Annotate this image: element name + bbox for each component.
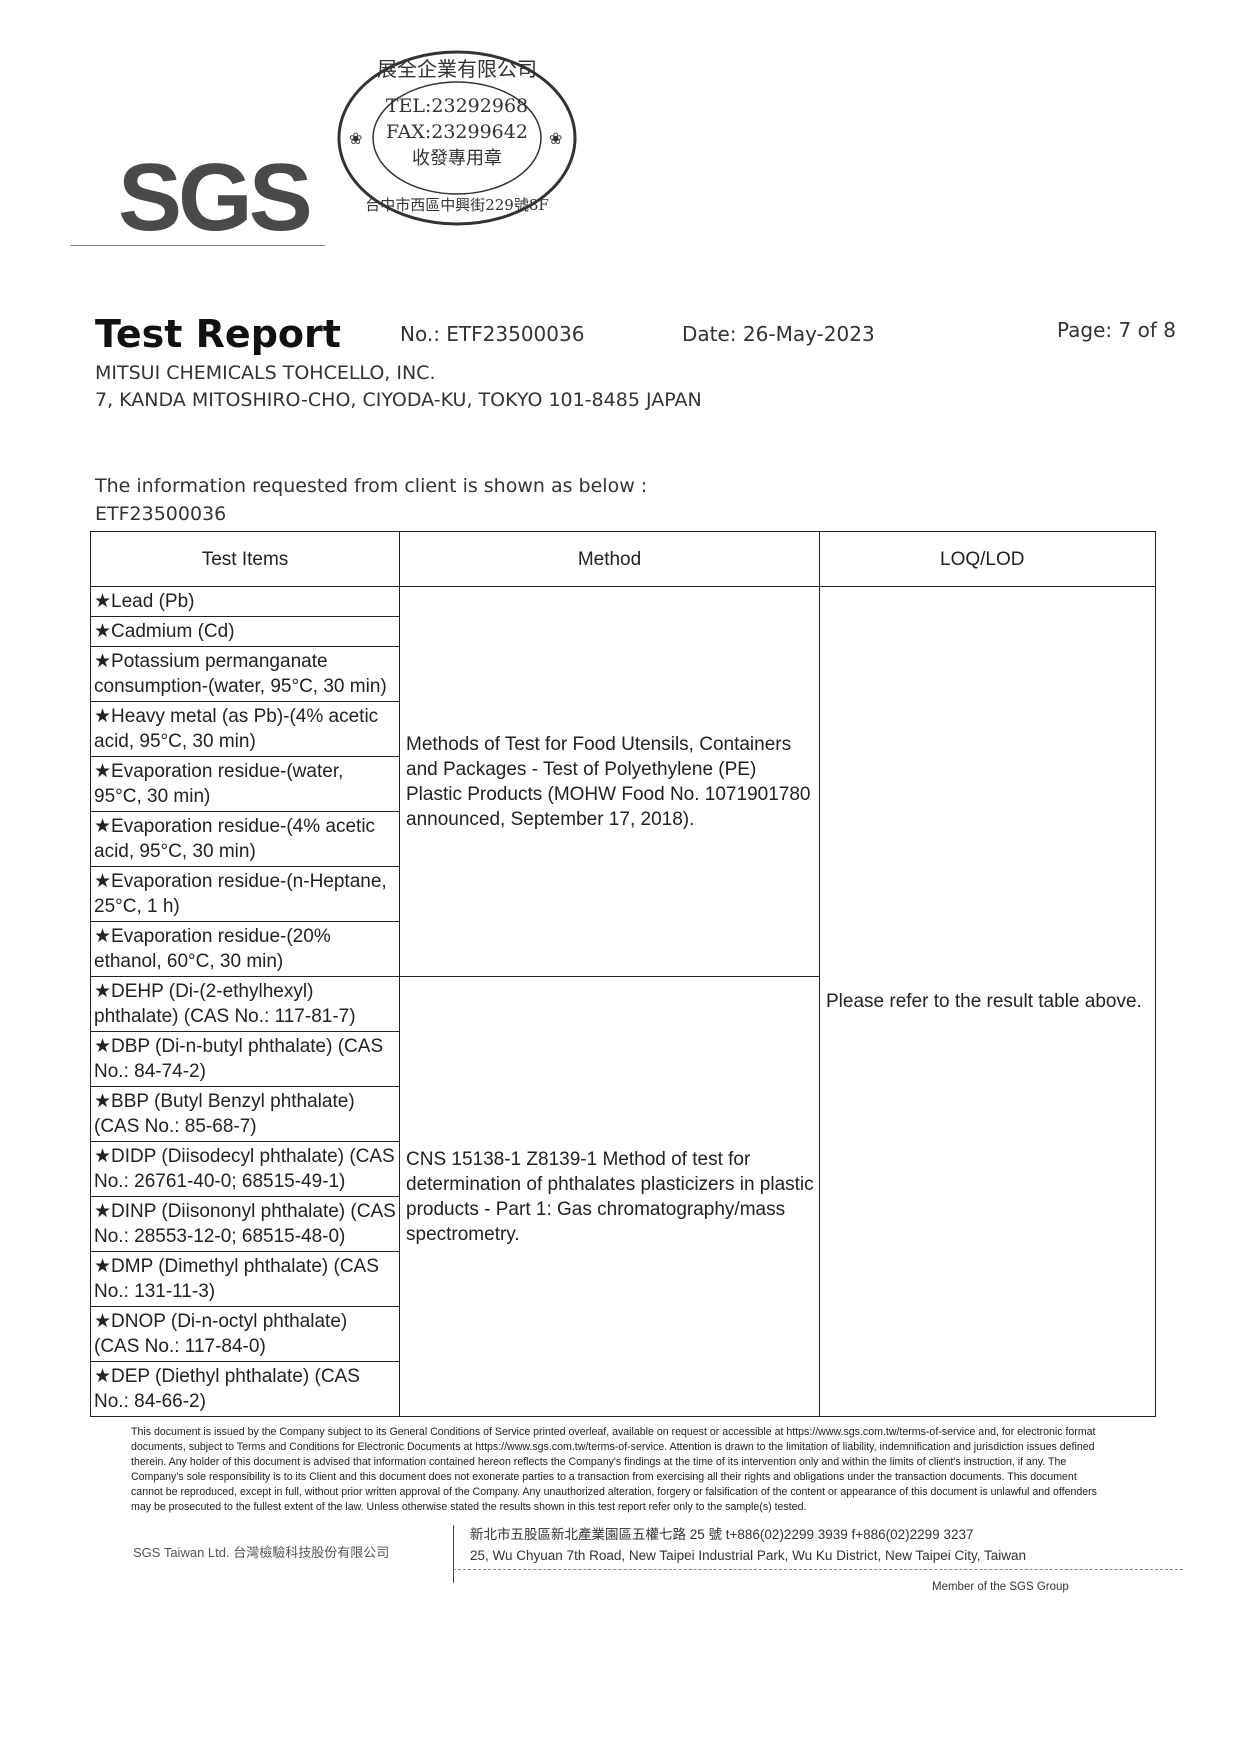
company-stamp: 展全企業有限公司 TEL:23292968 FAX:23299642 收發專用章…: [337, 50, 577, 226]
test-item: ★DMP (Dimethyl phthalate) (CAS No.: 131-…: [90, 1251, 400, 1307]
disclaimer-text: This document is issued by the Company s…: [131, 1426, 787, 1438]
test-item: ★Evaporation residue-(20% ethanol, 60°C,…: [90, 921, 400, 977]
loq-lod-cell: Please refer to the result table above.: [819, 586, 1156, 1417]
footer-address-en: 25, Wu Chyuan 7th Road, New Taipei Indus…: [470, 1548, 1027, 1563]
page-number: Page: 7 of 8: [1057, 318, 1176, 342]
test-item: ★DINP (Diisononyl phthalate) (CAS No.: 2…: [90, 1196, 400, 1252]
terms-link[interactable]: https://www.sgs.com.tw/terms-of-service: [786, 1426, 976, 1438]
test-item: ★Evaporation residue-(n-Heptane, 25°C, 1…: [90, 866, 400, 922]
intro-ref: ETF23500036: [95, 503, 227, 525]
sgs-member: Member of the SGS Group: [932, 1581, 1069, 1593]
header-method: Method: [399, 531, 820, 587]
flower-icon: ❀: [549, 131, 562, 148]
body-flow: Test Items Method LOQ/LOD ★Lead (Pb) Met…: [90, 531, 1183, 1625]
stamp-tel: TEL:23292968: [386, 95, 528, 117]
method-cell: Methods of Test for Food Utensils, Conta…: [399, 586, 820, 977]
legal-disclaimer: This document is issued by the Company s…: [131, 1425, 1101, 1515]
test-item: ★DEP (Diethyl phthalate) (CAS No.: 84-66…: [90, 1361, 400, 1417]
test-item: ★Heavy metal (as Pb)-(4% acetic acid, 95…: [90, 701, 400, 757]
footer-divider: [453, 1525, 454, 1583]
stamp-fax: FAX:23299642: [386, 121, 528, 143]
footer-rule: [453, 1569, 1183, 1570]
method-cell: CNS 15138-1 Z8139-1 Method of test for d…: [399, 976, 820, 1417]
stamp-company: 展全企業有限公司: [377, 57, 537, 81]
test-item: ★DIDP (Diisodecyl phthalate) (CAS No.: 2…: [90, 1141, 400, 1197]
test-item: ★Evaporation residue-(4% acetic acid, 95…: [90, 811, 400, 867]
footer: SGS Taiwan Ltd. 台灣檢驗科技股份有限公司 新北市五股區新北產業園…: [90, 1525, 1183, 1625]
flower-icon: ❀: [349, 131, 362, 148]
client-address: 7, KANDA MITOSHIRO-CHO, CIYODA-KU, TOKYO…: [95, 389, 702, 411]
test-item: ★Evaporation residue-(water, 95°C, 30 mi…: [90, 756, 400, 812]
test-items-table: Test Items Method LOQ/LOD ★Lead (Pb) Met…: [90, 531, 1156, 1417]
header-test-items: Test Items: [90, 531, 400, 587]
report-date: Date: 26-May-2023: [682, 322, 875, 346]
report-number: No.: ETF23500036: [400, 322, 585, 346]
disclaimer-text: . Attention is drawn to the limitation o…: [131, 1441, 1097, 1513]
footer-address-cn: 新北市五股區新北產業園區五權七路 25 號 t+886(02)2299 3939…: [470, 1527, 974, 1542]
header-loq-lod: LOQ/LOD: [819, 531, 1156, 587]
stamp-purpose: 收發專用章: [412, 148, 502, 169]
terms-link[interactable]: https://www.sgs.com.tw/terms-of-service: [475, 1441, 665, 1453]
test-item: ★Lead (Pb): [90, 586, 400, 617]
stamp-address: 台中市西區中興街229號8F: [365, 196, 549, 214]
test-item: ★DNOP (Di-n-octyl phthalate) (CAS No.: 1…: [90, 1306, 400, 1362]
footer-company: SGS Taiwan Ltd. 台灣檢驗科技股份有限公司: [133, 1545, 390, 1560]
test-item: ★BBP (Butyl Benzyl phthalate) (CAS No.: …: [90, 1086, 400, 1142]
report-title: Test Report: [95, 312, 341, 356]
test-item: ★Potassium permanganate consumption-(wat…: [90, 646, 400, 702]
sgs-logo: SGS: [118, 144, 313, 251]
disclaimer-text: and, for electronic format documents, su…: [131, 1426, 1096, 1453]
logo-divider: [70, 245, 325, 246]
test-item: ★DEHP (Di-(2-ethylhexyl) phthalate) (CAS…: [90, 976, 400, 1032]
client-name: MITSUI CHEMICALS TOHCELLO, INC.: [95, 362, 436, 384]
intro-text: The information requested from client is…: [95, 475, 648, 497]
test-item: ★Cadmium (Cd): [90, 616, 400, 647]
test-item: ★DBP (Di-n-butyl phthalate) (CAS No.: 84…: [90, 1031, 400, 1087]
